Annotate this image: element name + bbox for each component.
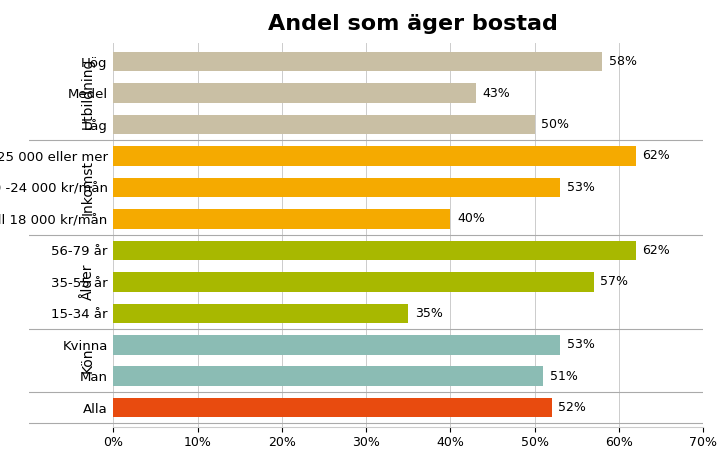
Bar: [113, 398, 552, 418]
Text: 35%: 35%: [415, 307, 443, 320]
Text: 52%: 52%: [558, 401, 586, 414]
Text: Utbildning: Utbildning: [81, 57, 95, 129]
Text: Ålder: Ålder: [81, 264, 95, 300]
Bar: [113, 272, 594, 292]
Bar: [113, 335, 560, 355]
Text: 62%: 62%: [642, 244, 671, 257]
Text: Andel som äger bostad: Andel som äger bostad: [268, 14, 558, 34]
Bar: [113, 178, 560, 197]
Text: 43%: 43%: [482, 87, 510, 100]
Bar: [113, 115, 534, 134]
Text: 57%: 57%: [600, 275, 629, 288]
Bar: [113, 366, 543, 386]
Bar: [113, 209, 450, 228]
Bar: [113, 83, 476, 103]
Text: 62%: 62%: [642, 149, 671, 163]
Text: 58%: 58%: [609, 55, 637, 68]
Bar: [113, 241, 636, 260]
Bar: [113, 52, 602, 71]
Text: 53%: 53%: [567, 181, 594, 194]
Text: 53%: 53%: [567, 338, 594, 351]
Text: 40%: 40%: [457, 212, 485, 226]
Bar: [113, 303, 408, 323]
Text: 51%: 51%: [550, 370, 578, 383]
Text: 50%: 50%: [542, 118, 569, 131]
Text: Kön: Kön: [81, 348, 95, 373]
Text: Inkomst: Inkomst: [81, 160, 95, 215]
Bar: [113, 146, 636, 166]
